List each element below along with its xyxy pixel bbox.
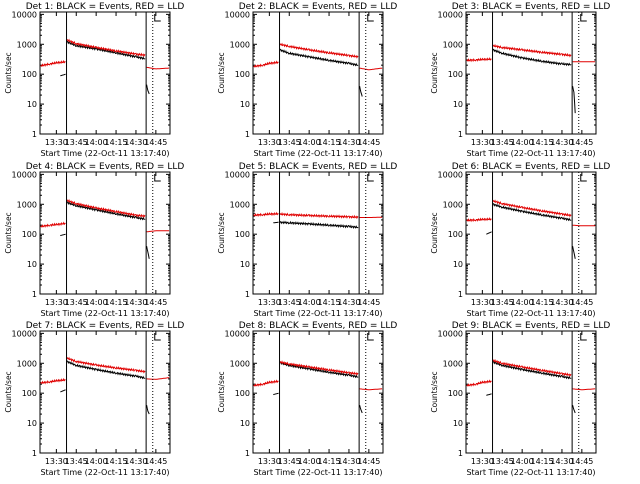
panel-title: Det 7: BLACK = Events, RED = LLD	[26, 321, 185, 331]
y-tick-label: 10000	[12, 170, 37, 179]
panel-title: Det 4: BLACK = Events, RED = LLD	[26, 162, 185, 172]
y-tick-label: 10	[27, 100, 37, 109]
y-tick-label: 1	[458, 130, 463, 139]
y-tick-label: 1000	[17, 200, 37, 209]
panel-title: Det 8: BLACK = Events, RED = LLD	[239, 321, 398, 331]
y-tick-label: 1000	[230, 200, 250, 209]
y-tick-label: 100	[22, 230, 37, 239]
y-axis-label: Counts/sec	[217, 52, 226, 93]
y-tick-label: 100	[235, 70, 250, 79]
y-tick-label: 10000	[438, 170, 463, 179]
y-tick-label: 10000	[12, 10, 37, 19]
x-tick-label: 14:45	[144, 457, 167, 466]
y-tick-label: 10	[27, 419, 37, 428]
y-tick-label: 1	[32, 290, 37, 299]
panel-title: Det 9: BLACK = Events, RED = LLD	[452, 321, 611, 331]
y-tick-label: 1	[458, 290, 463, 299]
y-axis-label: Counts/sec	[4, 52, 13, 93]
y-axis-label: Counts/sec	[4, 212, 13, 253]
y-tick-label: 10	[453, 260, 463, 269]
y-tick-label: 1	[32, 130, 37, 139]
x-tick-label: 14:45	[570, 298, 593, 307]
y-tick-label: 100	[448, 389, 463, 398]
x-axis-label: Start Time (22-Oct-11 13:17:40)	[466, 149, 595, 158]
y-tick-label: 10	[240, 419, 250, 428]
y-tick-label: 10000	[225, 10, 250, 19]
y-tick-label: 10	[453, 100, 463, 109]
events-series-line	[273, 222, 278, 223]
panel-title: Det 2: BLACK = Events, RED = LLD	[239, 2, 398, 12]
x-tick-label: 14:45	[357, 457, 380, 466]
y-tick-label: 100	[22, 70, 37, 79]
y-tick-label: 100	[448, 230, 463, 239]
y-tick-label: 10000	[438, 329, 463, 338]
x-tick-label: 14:45	[144, 298, 167, 307]
y-tick-label: 100	[448, 70, 463, 79]
y-axis-label: Counts/sec	[4, 371, 13, 412]
y-tick-label: 1000	[443, 359, 463, 368]
y-axis-label: Counts/sec	[217, 371, 226, 412]
x-axis-label: Start Time (22-Oct-11 13:17:40)	[40, 149, 169, 158]
y-tick-label: 10	[27, 260, 37, 269]
y-tick-label: 10	[240, 100, 250, 109]
y-tick-label: 1	[245, 130, 250, 139]
y-tick-label: 1000	[230, 40, 250, 49]
y-tick-label: 10000	[225, 170, 250, 179]
y-tick-label: 10000	[12, 329, 37, 338]
y-tick-label: 1	[245, 449, 250, 458]
x-tick-label: 14:45	[570, 138, 593, 147]
y-tick-label: 10	[453, 419, 463, 428]
x-tick-label: 14:45	[144, 138, 167, 147]
y-tick-label: 1000	[443, 40, 463, 49]
x-tick-label: 14:45	[570, 457, 593, 466]
y-axis-label: Counts/sec	[217, 212, 226, 253]
y-tick-label: 1000	[230, 359, 250, 368]
x-axis-label: Start Time (22-Oct-11 13:17:40)	[466, 468, 595, 477]
x-axis-label: Start Time (22-Oct-11 13:17:40)	[40, 468, 169, 477]
y-tick-label: 100	[22, 389, 37, 398]
x-tick-label: 14:45	[357, 298, 380, 307]
x-axis-label: Start Time (22-Oct-11 13:17:40)	[40, 309, 169, 318]
y-tick-label: 10	[240, 260, 250, 269]
x-axis-label: Start Time (22-Oct-11 13:17:40)	[253, 149, 382, 158]
x-tick-label: 14:45	[357, 138, 380, 147]
y-tick-label: 10000	[438, 10, 463, 19]
y-tick-label: 1	[458, 449, 463, 458]
y-tick-label: 10000	[225, 329, 250, 338]
y-tick-label: 100	[235, 389, 250, 398]
y-tick-label: 1000	[17, 359, 37, 368]
panel-title: Det 5: BLACK = Events, RED = LLD	[239, 162, 398, 172]
panel-title: Det 3: BLACK = Events, RED = LLD	[452, 2, 611, 12]
y-axis-label: Counts/sec	[430, 371, 439, 412]
x-axis-label: Start Time (22-Oct-11 13:17:40)	[253, 468, 382, 477]
y-tick-label: 100	[235, 230, 250, 239]
y-tick-label: 1	[32, 449, 37, 458]
x-axis-label: Start Time (22-Oct-11 13:17:40)	[466, 309, 595, 318]
y-tick-label: 1000	[17, 40, 37, 49]
y-axis-label: Counts/sec	[430, 212, 439, 253]
panel-title: Det 6: BLACK = Events, RED = LLD	[452, 162, 611, 172]
panel-title: Det 1: BLACK = Events, RED = LLD	[26, 2, 185, 12]
x-axis-label: Start Time (22-Oct-11 13:17:40)	[253, 309, 382, 318]
y-axis-label: Counts/sec	[430, 52, 439, 93]
y-tick-label: 1000	[443, 200, 463, 209]
y-tick-label: 1	[245, 290, 250, 299]
